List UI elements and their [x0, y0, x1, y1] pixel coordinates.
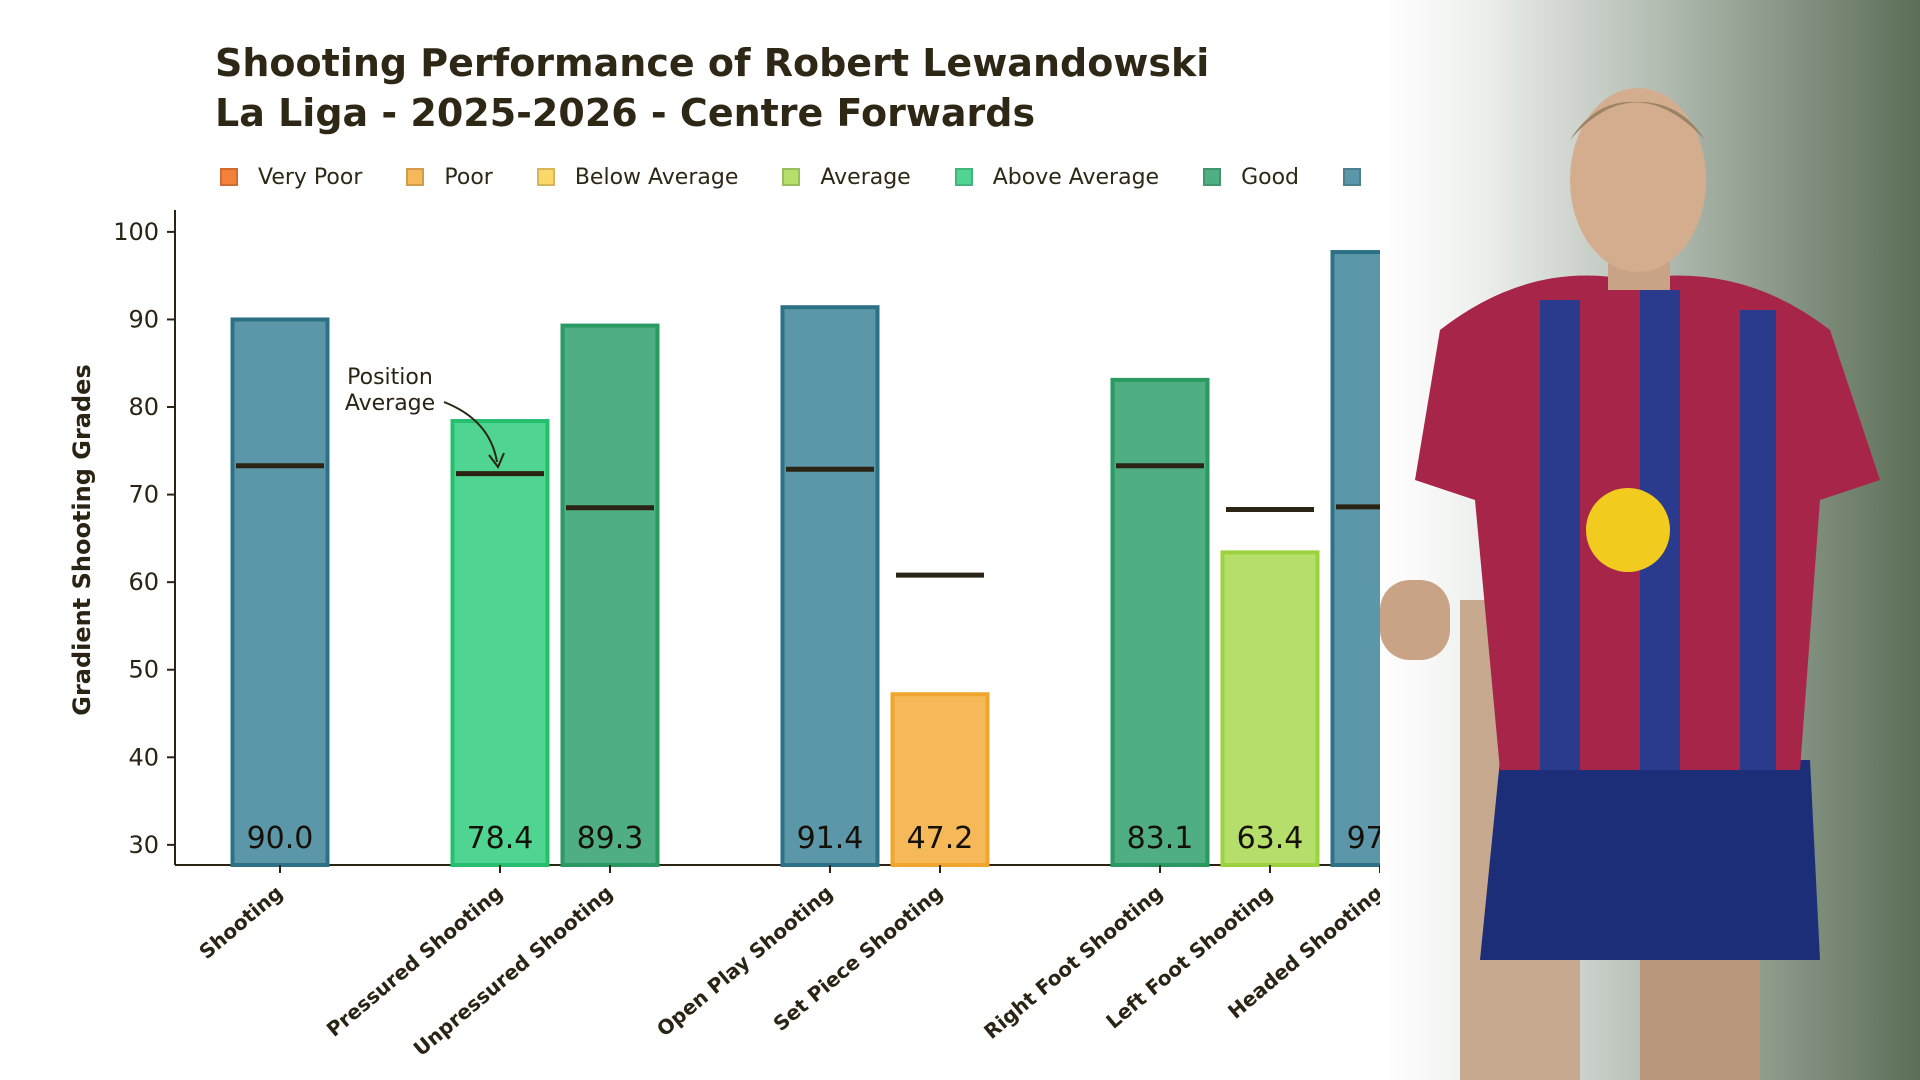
bar	[450, 419, 550, 867]
bar-value-label: 89.3	[577, 821, 644, 856]
y-tick-label: 60	[128, 568, 159, 596]
legend-swatch	[1343, 168, 1362, 186]
bar	[560, 323, 660, 867]
bar-value-label: 90.0	[247, 821, 314, 856]
legend-item: Good	[1203, 165, 1299, 190]
legend-item: Very Poor	[220, 165, 362, 190]
player-shorts	[1480, 760, 1820, 960]
title-line-1: Shooting Performance of Robert Lewandows…	[215, 41, 1210, 85]
y-tick-label: 40	[128, 743, 159, 771]
bar	[1220, 550, 1320, 867]
bar-value-label: 78.4	[467, 821, 534, 856]
shirt-stripe-1	[1540, 300, 1580, 770]
legend-label: Poor	[444, 164, 493, 190]
y-axis-label: Gradient Shooting Grades	[68, 364, 96, 715]
sponsor-logo	[1586, 488, 1670, 572]
legend-swatch	[782, 168, 801, 186]
bar	[1110, 377, 1210, 867]
legend-item: Poor	[406, 164, 493, 190]
y-tick-label: 90	[128, 305, 159, 333]
y-tick-label: 50	[128, 656, 159, 684]
annotation-label-line-2: Average	[345, 391, 435, 416]
annotation-arrowhead	[488, 452, 505, 469]
y-tick-label: 100	[113, 218, 159, 246]
chart-title: Shooting Performance of Robert Lewandows…	[215, 38, 1209, 138]
legend-label: Above Average	[992, 164, 1160, 190]
y-tick-label: 30	[128, 831, 159, 859]
player-hand	[1380, 580, 1450, 660]
x-tick-label: Open Play Shooting	[652, 880, 837, 1041]
bar	[780, 305, 880, 867]
bar-value-label: 91.4	[797, 821, 864, 856]
player-head	[1570, 88, 1706, 272]
title-line-2: La Liga - 2025-2026 - Centre Forwards	[215, 91, 1036, 135]
legend-item: Below Average	[536, 164, 739, 190]
legend-swatch	[220, 168, 238, 186]
annotation-arrow	[443, 401, 498, 463]
x-tick-label: Right Foot Shooting	[979, 880, 1167, 1043]
legend-swatch	[954, 168, 973, 186]
x-tick-label: Shooting	[194, 880, 287, 963]
bar	[230, 317, 330, 867]
x-tick-label: Pressured Shooting	[322, 880, 507, 1041]
player-photo	[1380, 88, 1880, 1080]
y-tick-label: 70	[128, 481, 159, 509]
legend-label: Average	[820, 164, 911, 190]
legend-label: Very Poor	[258, 164, 363, 190]
player-hair	[1570, 101, 1705, 140]
legend-swatch	[536, 168, 555, 186]
annotation-label-line-1: Position	[347, 365, 433, 390]
legend-swatch	[1203, 168, 1222, 186]
bar-value-label: 63.4	[1237, 821, 1304, 856]
legend-swatch	[406, 168, 425, 186]
shirt-stripe-3	[1740, 310, 1776, 770]
bar-value-label: 83.1	[1127, 821, 1194, 856]
legend-item: Above Average	[954, 164, 1160, 190]
legend-label: Below Average	[574, 164, 739, 190]
y-tick-label: 80	[128, 393, 159, 421]
bar-value-label: 47.2	[907, 821, 974, 856]
legend-item: Average	[782, 164, 911, 190]
bar-chart: 30 40 50 60 70 80 90 100 Gradient Shooting Grade…	[68, 210, 1490, 1061]
x-tick-label: Unpressured Shooting	[409, 880, 618, 1060]
legend-label: Good	[1241, 164, 1300, 190]
